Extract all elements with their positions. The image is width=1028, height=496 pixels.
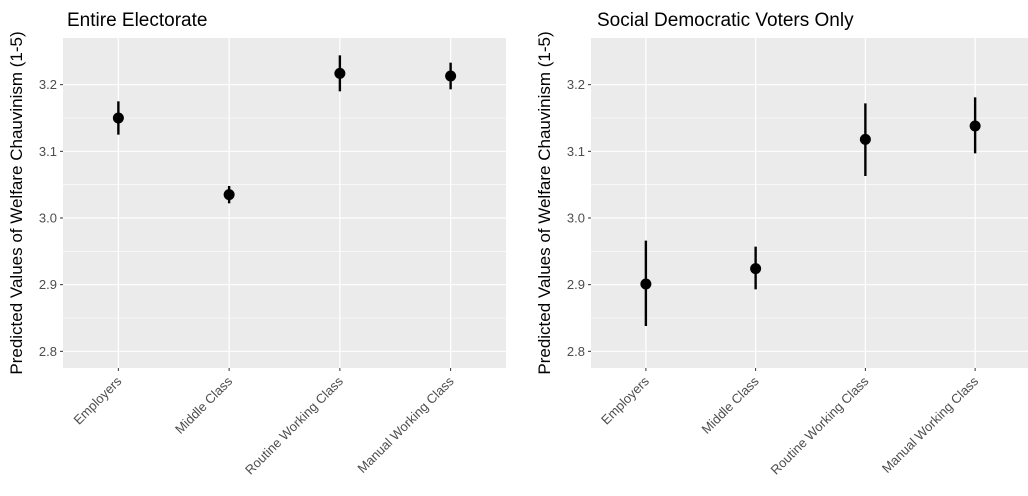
- grid-lines: [591, 38, 1028, 368]
- y-axis-title: Predicted Values of Welfare Chauvinism (…: [535, 31, 554, 374]
- data-point: [334, 67, 346, 79]
- x-tick-label: Employers: [70, 373, 124, 427]
- y-tick-label: 2.9: [39, 277, 57, 292]
- panel-background: [591, 38, 1028, 368]
- data-point: [859, 133, 871, 145]
- data-point: [640, 278, 652, 290]
- y-tick-label: 3.1: [567, 144, 585, 159]
- x-tick-label: Routine Working Class: [768, 373, 872, 477]
- panel-title: Social Democratic Voters Only: [597, 10, 854, 31]
- data-point: [750, 263, 762, 275]
- x-tick-label: Manual Working Class: [879, 373, 982, 476]
- y-tick-label: 2.8: [567, 344, 585, 359]
- y-tick-label: 3.2: [39, 77, 57, 92]
- x-tick-label: Middle Class: [699, 373, 763, 437]
- data-point: [969, 120, 981, 132]
- data-marks: [112, 55, 457, 204]
- y-axis-title: Predicted Values of Welfare Chauvinism (…: [7, 31, 26, 374]
- y-tick-label: 3.0: [567, 211, 585, 226]
- panel-title: Entire Electorate: [67, 10, 207, 31]
- y-tick-label: 2.8: [39, 344, 57, 359]
- y-tick-label: 3.1: [39, 144, 57, 159]
- x-tick-label: Employers: [598, 373, 652, 427]
- y-tick-label: 2.9: [567, 277, 585, 292]
- panel-background: [63, 38, 506, 368]
- x-tick-label: Manual Working Class: [354, 373, 457, 476]
- data-point: [112, 112, 124, 124]
- panel-entire-electorate: 2.8 2.9 3.0 3.1 3.2 Employers Middle Class Rout…: [7, 10, 506, 477]
- x-tick-label: Middle Class: [172, 373, 236, 437]
- panel-social-democratic-voters: 2.8 2.9 3.0 3.1 3.2 Employers Middle Class Rout…: [535, 10, 1028, 477]
- grid-lines: [63, 38, 506, 368]
- data-point: [445, 70, 457, 82]
- y-tick-label: 3.0: [39, 211, 57, 226]
- x-tick-label: Routine Working Class: [242, 373, 346, 477]
- data-point: [223, 189, 235, 201]
- data-marks: [640, 97, 981, 326]
- y-tick-label: 3.2: [567, 77, 585, 92]
